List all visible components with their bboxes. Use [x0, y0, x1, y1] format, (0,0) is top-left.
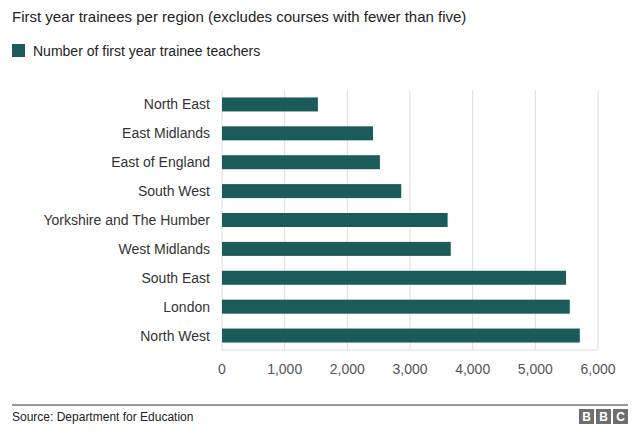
footer-rule: [12, 405, 628, 406]
tick-label: 0: [218, 361, 226, 377]
category-label: South West: [138, 183, 210, 199]
tick-label: 3,000: [392, 361, 427, 377]
source: Source: Department for Education: [12, 410, 193, 424]
legend-label: Number of first year trainee teachers: [33, 43, 260, 59]
bar: [222, 242, 451, 256]
category-label: South East: [142, 270, 211, 286]
bar: [222, 300, 570, 314]
title: First year trainees per region (excludes…: [12, 8, 466, 25]
bar: [222, 213, 448, 227]
category-label: Yorkshire and The Humber: [43, 212, 210, 228]
category-label: West Midlands: [118, 241, 210, 257]
logo-letter: B: [599, 410, 608, 424]
category-label: North East: [144, 96, 210, 112]
logo-box: [613, 409, 628, 424]
tick-label: 6,000: [580, 361, 615, 377]
bar: [222, 329, 580, 343]
bar: [222, 126, 373, 140]
tick-label: 1,000: [267, 361, 302, 377]
tick-label: 4,000: [455, 361, 490, 377]
category-label: London: [163, 299, 210, 315]
logo-box: [579, 409, 594, 424]
chart: First year trainees per region (excludes…: [0, 0, 640, 435]
logo-box: [596, 409, 611, 424]
axis-line: [222, 350, 598, 351]
bar: [222, 97, 318, 111]
bar: [222, 155, 380, 169]
tick-label: 5,000: [518, 361, 553, 377]
tick-label: 2,000: [330, 361, 365, 377]
logo-letter: C: [616, 410, 625, 424]
category-label: East of England: [111, 154, 210, 170]
legend-swatch: [12, 44, 25, 57]
category-label: North West: [140, 328, 210, 344]
bars: [222, 97, 580, 342]
grid-line: [598, 90, 599, 350]
bar: [222, 271, 566, 285]
bar: [222, 184, 401, 198]
logo-letter: B: [582, 410, 591, 424]
category-label: East Midlands: [122, 125, 210, 141]
